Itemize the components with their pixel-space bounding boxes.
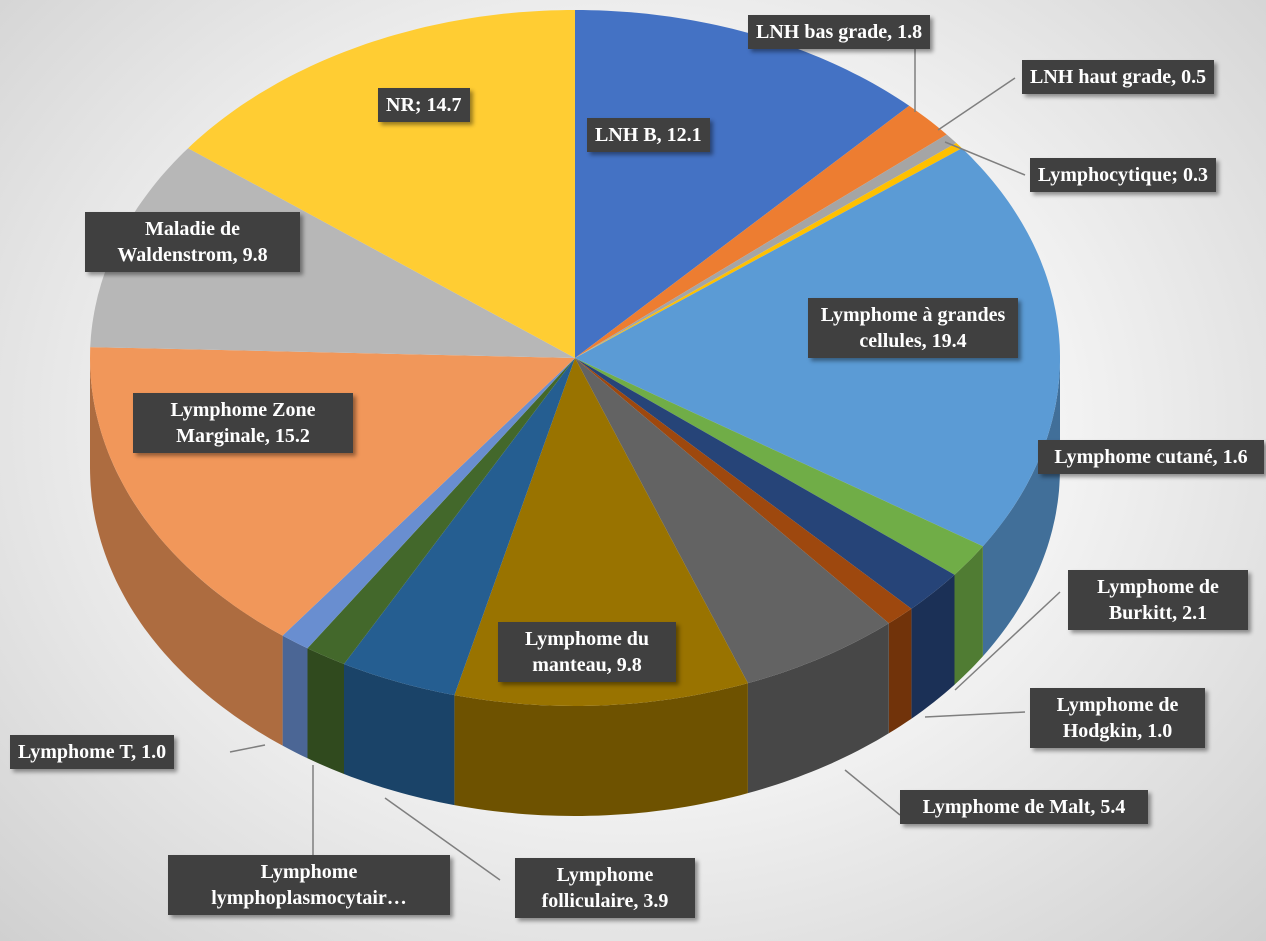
pie-slice-side [282, 635, 308, 759]
pie-slice [575, 10, 910, 358]
pie-slice [307, 358, 575, 664]
data-label: Lymphome cutané, 1.6 [1038, 440, 1264, 474]
pie-slice [575, 143, 962, 358]
data-label: Lymphome lymphoplasmocytair… [168, 855, 450, 915]
pie-slice [90, 148, 575, 358]
pie-slice [282, 358, 575, 649]
pie-slice-side [888, 608, 912, 734]
data-label: NR; 14.7 [378, 88, 470, 122]
data-label: Lymphome Zone Marginale, 15.2 [133, 393, 353, 453]
data-label: Maladie de Waldenstrom, 9.8 [85, 212, 300, 272]
pie-slice [575, 105, 947, 358]
pie-slice-side [307, 648, 344, 774]
pie-slice [575, 134, 957, 358]
data-label: LNH haut grade, 0.5 [1022, 60, 1215, 94]
pie-slice-side [344, 664, 455, 806]
data-label: LNH B, 12.1 [587, 118, 710, 152]
pie-slice [575, 358, 955, 609]
pie-slice-side [90, 358, 283, 746]
data-label: LNH bas grade, 1.8 [748, 15, 931, 49]
pie-slice [575, 358, 889, 684]
pie-slice-side [982, 358, 1060, 657]
data-label: Lymphome à grandes cellules, 19.4 [808, 298, 1018, 358]
pie-slice-side [747, 623, 889, 794]
data-label: Lymphome folliculaire, 3.9 [515, 858, 695, 918]
pie-slice [575, 358, 983, 575]
data-label: Lymphome de Malt, 5.4 [900, 790, 1148, 824]
data-label: Lymphome de Hodgkin, 1.0 [1030, 688, 1205, 748]
pie-slice [188, 10, 575, 358]
pie-slice-side [911, 574, 955, 719]
data-label: Lymphome T, 1.0 [10, 735, 175, 769]
leader-lines [229, 48, 1061, 881]
pie-slice-side [454, 683, 748, 816]
pie-slice [454, 358, 748, 706]
data-label: Lymphocytique; 0.3 [1030, 158, 1217, 192]
pie-slice [575, 358, 912, 624]
pie-slice-side [954, 546, 983, 685]
pie-slice [344, 358, 575, 696]
data-label: Lymphome de Burkitt, 2.1 [1068, 570, 1248, 630]
data-label: Lymphome du manteau, 9.8 [498, 622, 676, 682]
